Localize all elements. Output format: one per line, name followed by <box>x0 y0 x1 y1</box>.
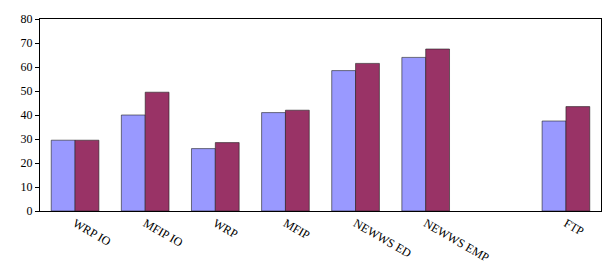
svg-text:50: 50 <box>21 84 33 98</box>
svg-text:20: 20 <box>21 156 33 170</box>
svg-text:WRP: WRP <box>211 216 241 241</box>
svg-text:10: 10 <box>21 180 33 194</box>
svg-text:0: 0 <box>27 204 33 218</box>
svg-text:WRP IO: WRP IO <box>71 216 114 249</box>
svg-text:40: 40 <box>21 108 33 122</box>
svg-text:MFIP: MFIP <box>281 216 313 242</box>
svg-text:NEWWS EMP: NEWWS EMP <box>421 216 491 265</box>
svg-text:70: 70 <box>21 36 33 50</box>
svg-text:60: 60 <box>21 60 33 74</box>
svg-text:80: 80 <box>21 12 33 26</box>
svg-text:FTP: FTP <box>561 216 586 239</box>
svg-text:MFIP IO: MFIP IO <box>141 216 186 250</box>
svg-text:30: 30 <box>21 132 33 146</box>
svg-text:NEWWS ED: NEWWS ED <box>351 216 414 260</box>
